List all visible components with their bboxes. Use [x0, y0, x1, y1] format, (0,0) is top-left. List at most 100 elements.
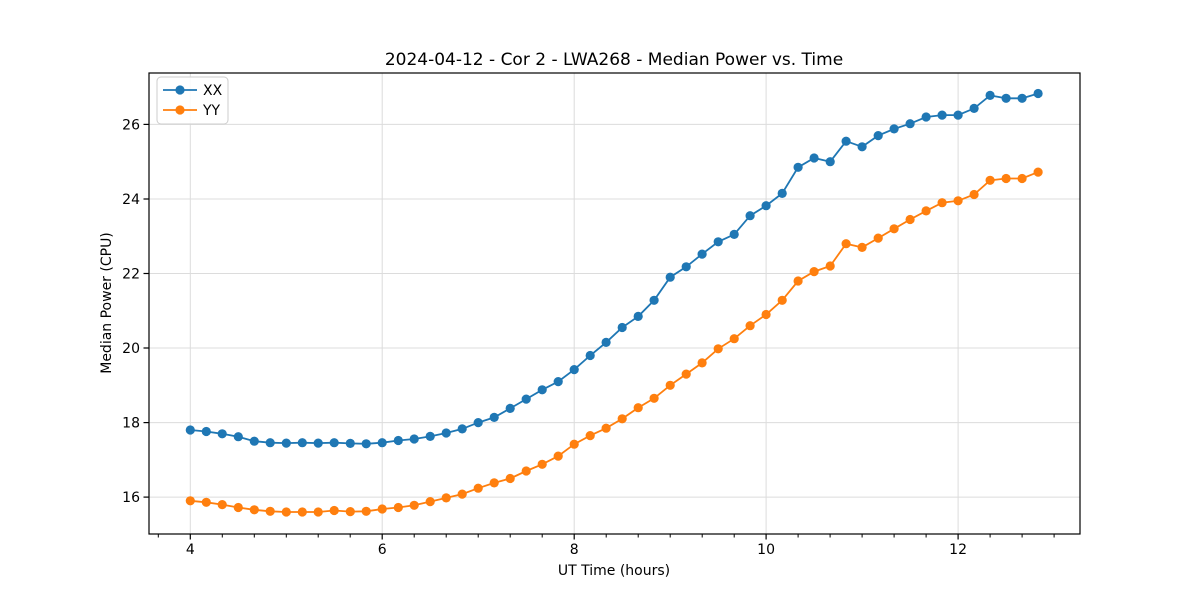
data-point-xx [537, 385, 547, 395]
y-tick-label: 16 [122, 490, 140, 506]
series-layer [185, 88, 1043, 517]
data-point-yy [841, 239, 851, 249]
plot-frame [148, 72, 1081, 535]
data-point-yy [889, 224, 899, 234]
data-point-xx [649, 295, 659, 305]
data-point-xx [985, 90, 995, 100]
data-point-yy [649, 393, 659, 403]
data-point-xx [745, 211, 755, 221]
data-point-yy [697, 358, 707, 368]
data-point-yy [777, 295, 787, 305]
data-point-xx [617, 322, 627, 333]
data-point-xx [505, 403, 515, 413]
data-point-xx [473, 418, 483, 428]
data-point-yy [457, 489, 467, 499]
data-point-yy [297, 507, 307, 517]
data-point-xx [313, 438, 323, 448]
data-point-yy [969, 189, 979, 200]
data-point-yy [233, 502, 243, 513]
x-tick-label: 6 [378, 542, 387, 558]
data-point-xx [409, 434, 419, 444]
data-point-xx [441, 428, 451, 438]
data-point-xx [969, 103, 979, 113]
data-point-yy [313, 507, 323, 517]
x-tick-label: 12 [949, 542, 967, 558]
legend-marker-icon [175, 105, 185, 115]
data-point-xx [585, 350, 595, 361]
data-point-xx [633, 311, 643, 321]
data-point-yy [569, 439, 579, 449]
data-point-xx [1001, 93, 1011, 103]
data-point-xx [297, 438, 307, 448]
data-point-yy [1001, 173, 1011, 184]
data-point-xx [601, 337, 611, 347]
legend-layer: XX YY [156, 76, 229, 125]
data-point-xx [233, 432, 243, 442]
data-point-yy [601, 423, 611, 433]
data-point-yy [937, 198, 947, 208]
data-point-yy [633, 403, 643, 413]
data-point-yy [905, 214, 915, 225]
data-point-yy [793, 276, 803, 286]
data-point-xx [921, 112, 931, 122]
data-point-yy [665, 380, 675, 390]
data-point-yy [585, 431, 595, 441]
data-point-yy [745, 321, 755, 331]
data-point-yy [617, 414, 627, 424]
data-point-xx [809, 153, 819, 163]
data-point-yy [681, 369, 691, 379]
data-point-yy [521, 466, 531, 476]
data-point-xx [569, 365, 579, 375]
data-point-yy [1033, 167, 1043, 177]
data-point-xx [249, 436, 259, 446]
y-tick-label: 18 [122, 416, 140, 432]
grid-layer [149, 73, 1080, 534]
data-point-xx [201, 426, 211, 437]
data-point-yy [345, 507, 355, 517]
data-point-yy [377, 504, 387, 514]
data-point-yy [393, 502, 403, 513]
legend-marker-icon [175, 85, 185, 95]
y-axis-label: Median Power (CPU) [99, 232, 115, 374]
legend-label-yy: YY [202, 103, 221, 119]
data-point-xx [713, 237, 723, 247]
data-point-yy [953, 196, 963, 206]
data-point-yy [265, 506, 275, 516]
data-point-xx [889, 124, 899, 134]
data-point-xx [697, 249, 707, 259]
data-point-yy [329, 505, 339, 516]
data-point-xx [425, 431, 435, 441]
data-point-yy [185, 496, 195, 506]
data-point-xx [857, 142, 867, 152]
data-point-xx [777, 188, 787, 198]
data-point-xx [953, 110, 963, 120]
y-tick-label: 22 [122, 267, 140, 283]
legend-box [156, 76, 229, 125]
data-point-xx [761, 201, 771, 211]
legend-label-xx: XX [203, 83, 223, 99]
data-point-xx [681, 262, 691, 272]
data-point-xx [729, 229, 739, 239]
data-point-yy [361, 506, 371, 516]
data-point-yy [537, 459, 547, 469]
data-point-xx [281, 438, 291, 448]
data-point-xx [265, 438, 275, 448]
data-point-xx [329, 438, 339, 448]
axes-layer: 4 6 8 10 12 16 18 20 22 24 26 [122, 72, 1081, 558]
x-tick-label: 10 [757, 542, 775, 558]
data-point-xx [905, 119, 915, 129]
data-point-yy [505, 473, 515, 484]
data-point-yy [553, 451, 563, 461]
data-point-xx [825, 157, 835, 167]
data-point-yy [857, 242, 867, 252]
data-point-xx [873, 131, 883, 141]
data-point-yy [1017, 173, 1027, 184]
data-point-xx [841, 136, 851, 146]
data-point-yy [489, 478, 499, 488]
data-point-yy [201, 497, 211, 507]
data-point-yy [217, 500, 227, 510]
data-point-xx [377, 438, 387, 448]
data-point-xx [489, 412, 499, 422]
data-point-xx [553, 377, 563, 387]
